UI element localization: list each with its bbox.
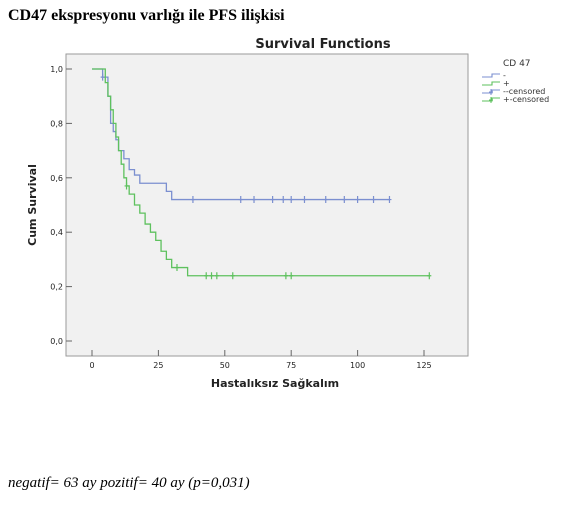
legend-censor-mark [489, 89, 493, 95]
x-tick-label: 0 [89, 361, 94, 370]
y-tick-label: 0,2 [50, 283, 63, 292]
censor-mark [252, 196, 257, 204]
y-tick-label: 0,6 [50, 174, 63, 183]
legend-entry-label: --censored [503, 87, 545, 96]
censor-mark [124, 182, 129, 190]
censor-mark [289, 272, 294, 280]
censor-mark [270, 196, 275, 204]
legend-entry-label: +-censored [503, 95, 549, 104]
x-axis-label: Hastalıksız Sağkalım [211, 377, 339, 390]
censor-mark [371, 196, 376, 204]
censor-mark [238, 196, 243, 204]
censor-mark [174, 264, 179, 272]
legend-swatch [482, 73, 500, 78]
censor-mark [387, 196, 392, 204]
y-tick-label: 1,0 [50, 65, 63, 74]
censor-mark [355, 196, 360, 204]
censor-mark [302, 196, 307, 204]
censor-mark [289, 196, 294, 204]
censor-mark [204, 272, 209, 280]
series-layer [92, 68, 432, 280]
x-axis: 0 25 50 75 100 125 [89, 350, 432, 370]
survival-chart: Survival Functions 0,0 0,2 0,4 0,6 0,8 1,0 0 2… [26, 37, 550, 390]
x-tick-label: 50 [220, 361, 230, 370]
y-tick-label: 0,8 [50, 119, 63, 128]
y-tick-label: 0,4 [50, 228, 63, 237]
censor-mark [230, 272, 235, 280]
legend-censor-mark [489, 97, 493, 103]
x-tick-label: 75 [286, 361, 296, 370]
legend-title: CD 47 [503, 59, 531, 69]
legend-entry-label: + [503, 79, 510, 88]
page-footer: negatif= 63 ay pozitif= 40 ay (p=0,031) [8, 475, 250, 491]
censor-mark [190, 196, 195, 204]
series-line-2 [92, 68, 430, 277]
censor-mark [100, 73, 105, 81]
censor-mark [209, 272, 214, 280]
plot-background [65, 53, 469, 357]
censor-mark [323, 196, 328, 204]
chart-title: Survival Functions [255, 37, 390, 52]
censor-mark [283, 272, 288, 280]
legend-swatch [482, 81, 500, 86]
censor-mark [281, 196, 286, 204]
x-tick-label: 100 [350, 361, 365, 370]
page-heading: CD47 ekspresyonu varlığı ile PFS ilişkis… [8, 7, 285, 24]
x-tick-label: 125 [416, 361, 431, 370]
legend: CD 47 -+--censored+-censored [482, 59, 549, 104]
y-axis: 0,0 0,2 0,4 0,6 0,8 1,0 [50, 65, 72, 346]
censor-mark [342, 196, 347, 204]
x-tick-label: 25 [153, 361, 163, 370]
y-axis-label: Cum Survival [26, 164, 39, 246]
y-tick-label: 0,0 [50, 337, 63, 346]
censor-mark [427, 272, 432, 280]
legend-entry-label: - [503, 71, 506, 80]
censor-mark [214, 272, 219, 280]
